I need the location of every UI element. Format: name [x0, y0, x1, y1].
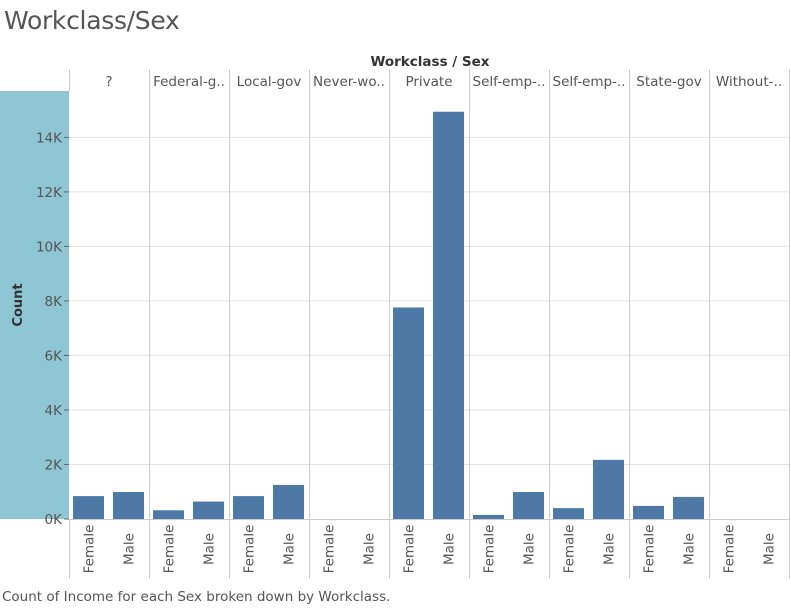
- page-title: Workclass/Sex: [4, 6, 180, 35]
- bar-male: [673, 496, 704, 519]
- category-label: Male: [202, 533, 218, 565]
- y-tick-label: 4K: [45, 403, 64, 419]
- group-header-label: Local-gov: [237, 74, 302, 90]
- y-tick-label: 2K: [45, 457, 64, 473]
- bar-male: [273, 484, 304, 519]
- group-header-label: Without-..: [716, 74, 782, 90]
- category-label: Female: [402, 525, 418, 574]
- category-label: Male: [442, 533, 458, 565]
- group-header-label: Federal-g..: [153, 74, 225, 90]
- chart-title: Workclass / Sex: [370, 54, 489, 70]
- group-header-label: ?: [105, 74, 112, 90]
- category-label: Male: [762, 533, 778, 565]
- bar-male: [593, 459, 624, 519]
- category-label: Female: [722, 525, 738, 574]
- y-tick-label: 0K: [45, 512, 64, 528]
- category-label: Male: [122, 533, 138, 565]
- bar-female: [153, 510, 184, 519]
- group-header-label: State-gov: [636, 74, 701, 90]
- bar-male: [433, 111, 464, 519]
- bar-female: [633, 505, 664, 519]
- bar-female: [473, 514, 504, 519]
- category-label: Female: [162, 525, 178, 574]
- category-label: Female: [242, 525, 258, 574]
- category-label: Male: [682, 533, 698, 565]
- y-tick-label: 12K: [36, 185, 63, 201]
- category-label: Female: [322, 525, 338, 574]
- category-label: Female: [562, 525, 578, 574]
- y-tick-label: 8K: [45, 294, 64, 310]
- group-header-label: Private: [405, 74, 452, 90]
- category-label: Male: [362, 533, 378, 565]
- category-label: Female: [642, 525, 658, 574]
- bar-female: [73, 496, 104, 519]
- y-axis-label: Count: [11, 283, 26, 326]
- y-tick-label: 6K: [45, 348, 64, 364]
- group-header-label: Self-emp-..: [553, 74, 626, 90]
- bar-female: [393, 307, 424, 519]
- group-header-label: Self-emp-..: [473, 74, 546, 90]
- bar-chart: Count 0K 2K 4K 6K 8K 10K 12K 14K Workclass / Sex?…: [0, 54, 790, 579]
- bar-female: [553, 508, 584, 519]
- y-tick-label: 14K: [36, 130, 63, 146]
- bar-male: [193, 501, 224, 519]
- category-label: Female: [482, 525, 498, 574]
- category-label: Male: [602, 533, 618, 565]
- bar-male: [113, 492, 144, 519]
- y-axis-band: [0, 91, 69, 519]
- chart-caption: Count of Income for each Sex broken down…: [2, 589, 391, 605]
- category-label: Male: [522, 533, 538, 565]
- category-label: Female: [82, 525, 98, 574]
- category-label: Male: [282, 533, 298, 565]
- bar-female: [233, 496, 264, 519]
- y-tick-label: 10K: [36, 239, 63, 255]
- bar-male: [513, 492, 544, 519]
- group-header-label: Never-wo..: [313, 74, 385, 90]
